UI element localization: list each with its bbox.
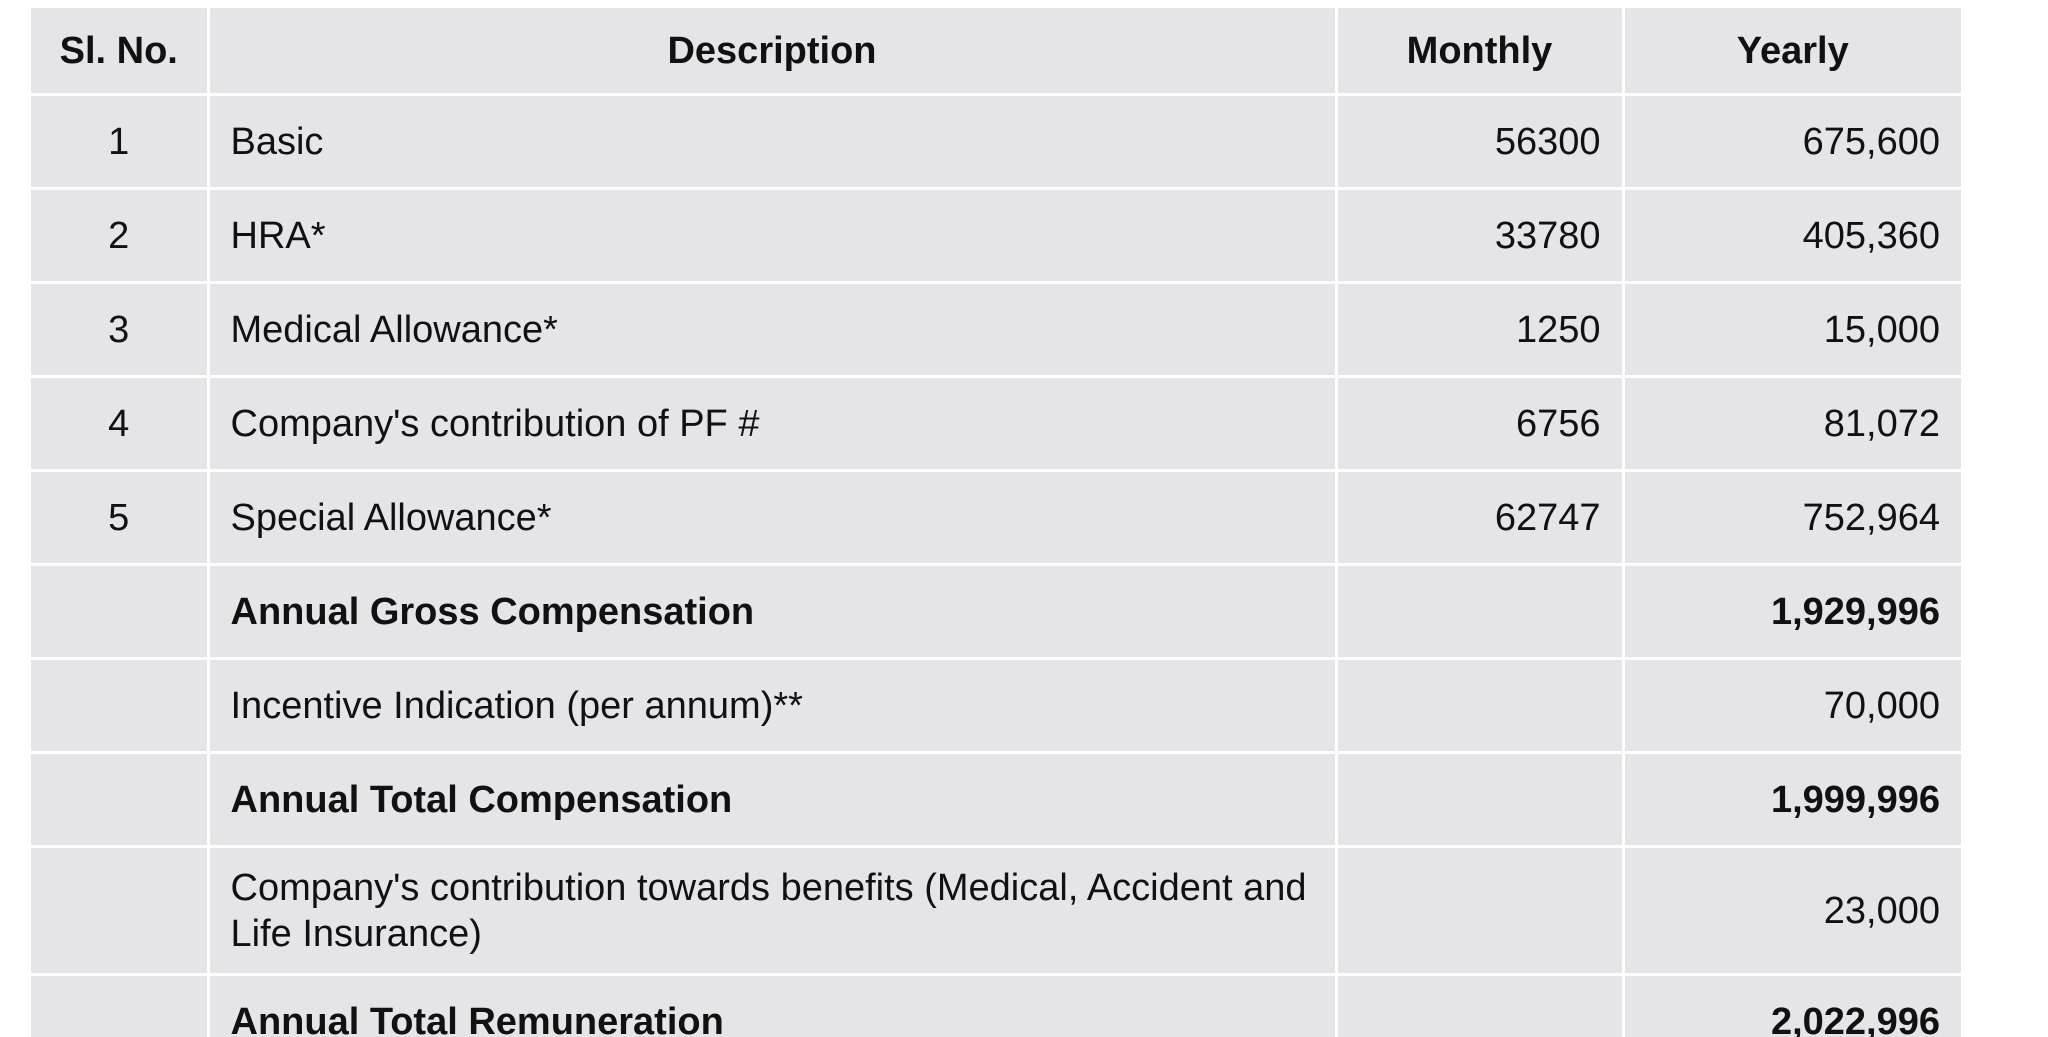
compensation-table-container: Sl. No. Description Monthly Yearly 1 Bas…	[31, 8, 1961, 1037]
monthly-cell	[1334, 973, 1625, 1037]
monthly-cell: 1250	[1334, 281, 1625, 378]
description-cell: Annual Gross Compensation	[206, 563, 1338, 660]
yearly-cell: 675,600	[1621, 93, 1961, 190]
table-row: 4 Company's contribution of PF # 6756 81…	[31, 375, 1961, 472]
yearly-cell: 70,000	[1621, 657, 1961, 754]
description-cell: Company's contribution of PF #	[206, 375, 1338, 472]
sl-no-cell	[31, 751, 210, 848]
description-cell: Company's contribution towards benefits …	[206, 845, 1338, 976]
description-cell: Annual Total Remuneration	[206, 973, 1338, 1037]
header-description: Description	[206, 8, 1338, 96]
header-yearly: Yearly	[1621, 8, 1961, 96]
yearly-cell: 405,360	[1621, 187, 1961, 284]
yearly-cell: 23,000	[1621, 845, 1961, 976]
description-cell: Special Allowance*	[206, 469, 1338, 566]
yearly-cell: 81,072	[1621, 375, 1961, 472]
table-row: 2 HRA* 33780 405,360	[31, 187, 1961, 284]
sl-no-cell: 2	[31, 187, 210, 284]
monthly-cell	[1334, 845, 1625, 976]
monthly-cell: 33780	[1334, 187, 1625, 284]
yearly-cell: 1,929,996	[1621, 563, 1961, 660]
description-cell: HRA*	[206, 187, 1338, 284]
sl-no-cell	[31, 563, 210, 660]
description-cell: Basic	[206, 93, 1338, 190]
sl-no-cell	[31, 973, 210, 1037]
table-row: Incentive Indication (per annum)** 70,00…	[31, 657, 1961, 754]
monthly-cell: 62747	[1334, 469, 1625, 566]
yearly-cell: 1,999,996	[1621, 751, 1961, 848]
compensation-table: Sl. No. Description Monthly Yearly 1 Bas…	[31, 8, 1961, 1037]
yearly-cell: 752,964	[1621, 469, 1961, 566]
table-row: Company's contribution towards benefits …	[31, 845, 1961, 976]
description-cell: Medical Allowance*	[206, 281, 1338, 378]
header-sl-no: Sl. No.	[31, 8, 210, 96]
sl-no-cell: 1	[31, 93, 210, 190]
monthly-cell	[1334, 563, 1625, 660]
monthly-cell: 56300	[1334, 93, 1625, 190]
description-cell: Annual Total Compensation	[206, 751, 1338, 848]
table-row: 1 Basic 56300 675,600	[31, 93, 1961, 190]
sl-no-cell: 3	[31, 281, 210, 378]
table-row: 5 Special Allowance* 62747 752,964	[31, 469, 1961, 566]
monthly-cell	[1334, 657, 1625, 754]
sl-no-cell: 4	[31, 375, 210, 472]
yearly-cell: 2,022,996	[1621, 973, 1961, 1037]
table-row: 3 Medical Allowance* 1250 15,000	[31, 281, 1961, 378]
sl-no-cell	[31, 845, 210, 976]
monthly-cell	[1334, 751, 1625, 848]
sl-no-cell: 5	[31, 469, 210, 566]
total-row: Annual Total Compensation 1,999,996	[31, 751, 1961, 848]
sl-no-cell	[31, 657, 210, 754]
monthly-cell: 6756	[1334, 375, 1625, 472]
header-row: Sl. No. Description Monthly Yearly	[31, 8, 1961, 96]
description-cell: Incentive Indication (per annum)**	[206, 657, 1338, 754]
header-monthly: Monthly	[1334, 8, 1625, 96]
total-row: Annual Gross Compensation 1,929,996	[31, 563, 1961, 660]
yearly-cell: 15,000	[1621, 281, 1961, 378]
total-row: Annual Total Remuneration 2,022,996	[31, 973, 1961, 1037]
